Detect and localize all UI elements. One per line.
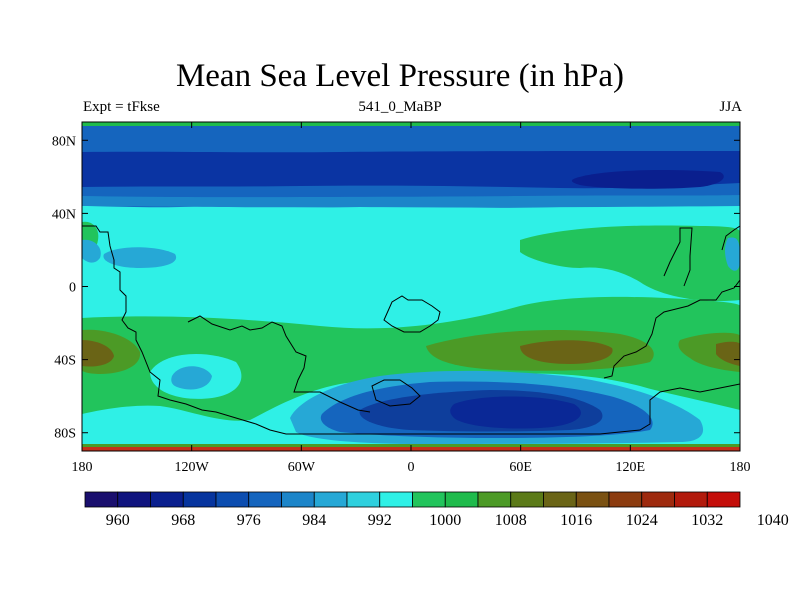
colorbar-swatch [313,491,348,508]
colorbar-swatch [674,491,708,508]
coastline-asia [663,227,693,287]
x-tick-label: 180 [72,460,93,475]
tropical-low-west-region [82,239,101,263]
colorbar-swatch [575,491,610,508]
colorbar-label: 992 [368,512,392,529]
y-tick-label: 40S [54,354,76,369]
colorbar-label: 1000 [429,512,461,529]
coastlines [82,225,740,435]
colorbar-swatch [84,491,119,508]
x-tick-label: 60W [288,460,316,475]
experiment-label: Expt = tFkse [83,99,160,115]
colorbar-swatch [477,491,512,508]
colorbar-swatch [608,491,643,508]
colorbar: 960 968 976 984 992 1000 1008 1016 1024 1032 1040 [84,491,789,529]
x-tick-label: 60E [509,460,532,475]
south-pacific-low-region [171,366,212,390]
coastline-island [371,379,421,407]
x-tick-label: 120W [175,460,210,475]
colorbar-swatch [182,491,217,508]
colorbar-swatch [444,491,479,508]
colorbar-label: 984 [302,512,326,529]
colorbar-swatch [248,491,282,508]
x-axis: 180 120W 60W 0 60E 120E 180 [72,122,751,475]
northern-core-low-region [571,170,724,189]
chart-title: Mean Sea Level Pressure (in hPa) [175,58,625,94]
y-tick-label: 80N [52,134,76,149]
y-tick-label: 80S [54,427,76,442]
coastline-antarctica [290,383,740,435]
colorbar-swatch [706,491,741,508]
coastline-south-america [187,315,371,413]
colorbar-swatch [641,491,675,508]
northern-subpolar-band-region [82,195,740,208]
colorbar-swatch [117,491,151,508]
plot-area [82,122,740,451]
coastline-australia [603,279,740,379]
season-label: JJA [719,99,742,115]
y-tick-label: 0 [69,281,76,296]
colorbar-swatch [150,491,184,508]
run-label: 541_0_MaBP [358,99,442,115]
x-tick-label: 120E [616,460,646,475]
coastline-east-asia [721,225,740,251]
southern-ocean-core-region [450,396,581,429]
y-tick-label: 40N [52,207,76,222]
colorbar-label: 1008 [495,512,527,529]
ridge-core-central-dark-region [520,340,613,364]
colorbar-swatch [346,491,381,508]
tropical-low-region [103,247,177,268]
ridge-core-west-dark-region [82,340,114,367]
coastline-americas [82,225,330,435]
x-tick-label: 0 [408,460,415,475]
y-axis: 80N 40N 0 40S 80S [52,134,740,442]
colorbar-swatch [281,491,315,508]
colorbar-swatch [543,491,577,508]
colorbar-swatch [215,491,250,508]
colorbar-swatch [379,491,413,508]
colorbar-label: 1032 [691,512,723,529]
colorbar-label: 1016 [560,512,592,529]
colorbar-swatch [510,491,544,508]
colorbar-label: 976 [237,512,261,529]
colorbar-label: 1024 [626,512,658,529]
colorbar-label: 968 [171,512,195,529]
colorbar-swatch [412,491,446,508]
x-tick-label: 180 [730,460,751,475]
colorbar-label: 1040 [757,512,789,529]
tropical-low-east-region [725,237,740,271]
coastline-africa [383,295,441,333]
colorbar-label: 960 [106,512,130,529]
